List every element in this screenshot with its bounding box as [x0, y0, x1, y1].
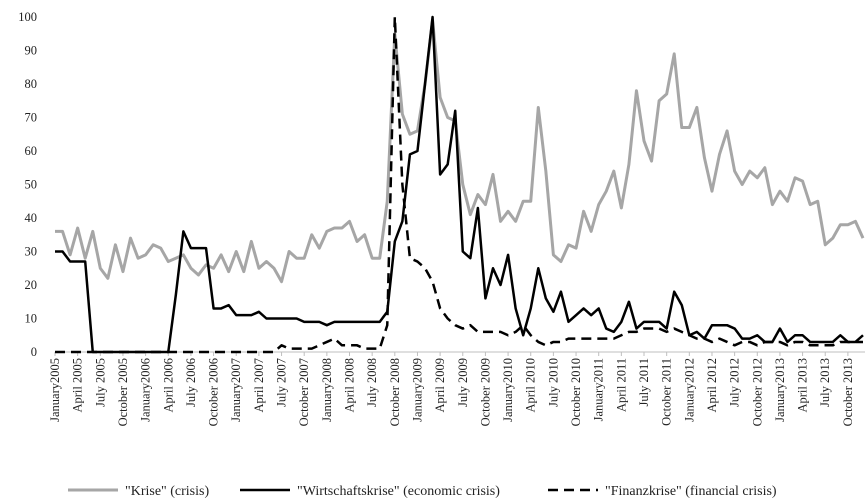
x-tick-label: October 2006: [207, 358, 221, 426]
x-tick-label: April 2008: [343, 358, 357, 413]
x-tick-label: January2013: [773, 358, 787, 422]
x-tick-label: April 2007: [252, 358, 266, 413]
x-tick-label: January2009: [410, 358, 424, 422]
x-tick-label: April 2013: [796, 358, 810, 413]
y-tick-label: 10: [25, 312, 38, 326]
x-tick-label: July 2007: [275, 358, 289, 407]
x-tick-label: July 2005: [93, 358, 107, 407]
x-tick-label: April 2012: [705, 358, 719, 413]
legend-label: "Krise" (crisis): [125, 484, 209, 499]
y-tick-label: 0: [31, 345, 37, 359]
y-tick-label: 60: [25, 144, 38, 158]
y-tick-label: 70: [25, 111, 38, 125]
x-tick-label: July 2008: [365, 358, 379, 407]
x-tick-label: January2005: [48, 358, 62, 422]
y-tick-label: 50: [25, 178, 38, 192]
x-tick-label: October 2007: [297, 358, 311, 426]
x-tick-label: January2006: [139, 358, 153, 422]
legend-label: "Wirtschaftskrise" (economic crisis): [297, 484, 500, 499]
x-tick-label: October 2005: [116, 358, 130, 426]
x-tick-label: October 2010: [569, 358, 583, 426]
x-tick-label: October 2008: [388, 358, 402, 426]
series-line: [55, 15, 864, 354]
y-tick-label: 80: [25, 77, 38, 91]
x-tick-label: April 2009: [433, 358, 447, 413]
x-tick-label: July 2011: [637, 358, 651, 407]
x-tick-label: October 2011: [660, 358, 674, 426]
y-tick-label: 40: [25, 211, 38, 225]
x-tick-label: July 2006: [184, 358, 198, 407]
y-tick-label: 100: [18, 10, 37, 24]
x-tick-label: January2011: [592, 358, 606, 421]
legend-label: "Finanzkrise" (financial crisis): [605, 484, 777, 499]
x-tick-label: July 2010: [546, 358, 560, 407]
y-tick-label: 90: [25, 44, 38, 58]
x-tick-label: April 2010: [524, 358, 538, 413]
x-tick-label: April 2006: [161, 358, 175, 413]
x-tick-label: April 2005: [71, 358, 85, 413]
series-line: [55, 15, 863, 354]
x-tick-label: October 2009: [478, 358, 492, 426]
series-line: [55, 18, 865, 284]
x-tick-label: July 2009: [456, 358, 470, 407]
x-tick-label: October 2013: [841, 358, 855, 426]
x-tick-label: January2007: [229, 358, 243, 422]
x-tick-label: July 2012: [728, 358, 742, 407]
x-tick-label: January2010: [501, 358, 515, 422]
x-tick-label: October 2012: [750, 358, 764, 426]
x-tick-label: January2012: [682, 358, 696, 422]
y-tick-label: 30: [25, 245, 38, 259]
x-tick-label: July 2013: [818, 358, 832, 407]
x-tick-label: April 2011: [614, 358, 628, 412]
x-tick-label: January2008: [320, 358, 334, 422]
y-tick-label: 20: [25, 278, 38, 292]
